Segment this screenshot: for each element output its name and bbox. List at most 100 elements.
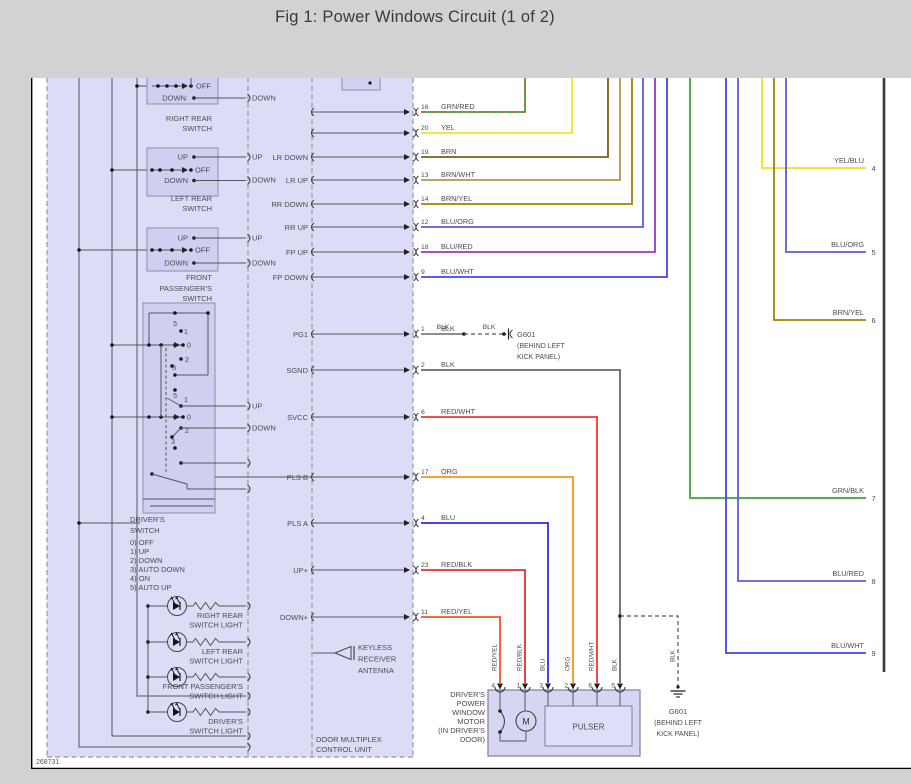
pin-name: RR DOWN xyxy=(271,200,308,209)
terminal-6: BRN/YEL 6 xyxy=(773,78,876,325)
wire-color-label: BLK xyxy=(437,324,450,331)
motor-pin-number: 1 xyxy=(516,683,520,690)
terminal-5: BLU/ORG 5 xyxy=(785,78,876,257)
terminal-number: 8 xyxy=(872,577,876,586)
switch-light-label: DRIVER'S xyxy=(208,717,243,726)
driver-switch-legend-item: 5) AUTO UP xyxy=(130,583,172,592)
pin-name: PLS A xyxy=(287,519,308,528)
wire-blu xyxy=(421,522,549,683)
figure-id: 268731 xyxy=(36,759,59,766)
switch-light-label: SWITCH LIGHT xyxy=(189,621,243,630)
driver-switch-legend-item: 1) UP xyxy=(130,547,149,556)
connector-pin-row: RR UP 12 BLU/ORG xyxy=(285,217,475,232)
motor-caption: DOOR) xyxy=(460,735,486,744)
wire-color-label: GRN/BLK xyxy=(832,486,864,495)
wire-blk xyxy=(421,369,679,686)
label: DOWN xyxy=(164,176,188,185)
motor-caption: POWER xyxy=(457,699,486,708)
ground-location: (BEHIND LEFT xyxy=(517,343,566,350)
connector-pin-row: DOWN+ 11 RED/YEL xyxy=(280,607,472,622)
terminal-8: BLU/RED 8 xyxy=(737,78,876,586)
label: DOWN xyxy=(164,259,188,268)
switch-light-label: LEFT REAR xyxy=(202,647,244,656)
driver-switch-legend-item: 0) OFF xyxy=(130,538,154,547)
stub-label: DOWN xyxy=(252,94,276,103)
wire-color-label: BLU/RED xyxy=(441,242,473,251)
switch-light-label: SWITCH LIGHT xyxy=(189,692,243,701)
wire-color-label: BLU/ORG xyxy=(831,240,864,249)
pin-name: PLS B xyxy=(287,473,308,482)
label: 2 xyxy=(185,357,189,364)
label: OFF xyxy=(195,246,210,255)
driver-switch-legend-item: 4) ON xyxy=(130,574,150,583)
wire-color-label: RED/YEL xyxy=(441,607,472,616)
label: UP xyxy=(178,153,188,162)
label: 0 xyxy=(187,415,191,422)
label: 3 xyxy=(171,439,175,446)
connector-pin-row: FP DOWN 9 BLU/WHT xyxy=(273,267,475,282)
wire-color-label: YEL xyxy=(441,123,455,132)
control-unit-name: DOOR MULTIPLEX xyxy=(316,735,382,744)
keyless-antenna: KEYLESS RECEIVER ANTENNA xyxy=(313,643,397,675)
wire-brn xyxy=(421,78,609,158)
terminal-number: 7 xyxy=(872,494,876,503)
pin-number: 23 xyxy=(421,562,429,569)
switch-caption: DRIVER'S xyxy=(130,515,165,524)
wire-color-label: BLU/RED xyxy=(832,569,864,578)
pin-number: 13 xyxy=(421,172,429,179)
wire-color-label: RED/BLK xyxy=(517,643,524,671)
motor-pin-number: 6 xyxy=(588,683,592,690)
pin-number: 17 xyxy=(421,469,429,476)
switch-caption: SWITCH xyxy=(182,294,212,303)
wire-color-label: BLU/WHT xyxy=(441,267,474,276)
motor-caption: WINDOW xyxy=(452,708,486,717)
label: 5 xyxy=(173,321,177,328)
antenna-label: ANTENNA xyxy=(358,666,394,675)
label: UP xyxy=(178,234,188,243)
antenna-label: RECEIVER xyxy=(358,655,397,664)
label: OFF xyxy=(195,166,210,175)
pin-name: UP+ xyxy=(293,566,308,575)
label: 3 xyxy=(172,365,176,372)
motor-symbol: M xyxy=(522,717,530,727)
stub-labels: DOWN UP DOWN UP DOWN UP DOWN xyxy=(252,94,276,433)
connector-pin-row: PG1 1 BLK xyxy=(293,324,455,339)
wire-color-label: ORG xyxy=(441,467,458,476)
right-terminals: YEL/BLU 4 BLU/ORG 5 BRN/YEL 6 GRN/BLK 7 BLU/RED 8… xyxy=(689,78,886,672)
pin-name: RR UP xyxy=(285,223,308,232)
pin-name: LR DOWN xyxy=(273,153,308,162)
pin-name: FP DOWN xyxy=(273,273,308,282)
figure-title: Fig 1: Power Windows Circuit (1 of 2) xyxy=(275,8,555,26)
label: 1 xyxy=(184,329,188,336)
internal-buses xyxy=(77,78,251,752)
stub-label: DOWN xyxy=(252,176,276,185)
ground-name: G601 xyxy=(517,330,535,339)
connector-pin-row: PLS A 4 BLU xyxy=(287,513,455,528)
pin-number: 12 xyxy=(421,219,429,226)
wire-org xyxy=(421,476,574,683)
figure-id: 268731 xyxy=(36,759,59,766)
connector-pin-row: LR UP 13 BRN/WHT xyxy=(286,170,476,185)
switch-caption: SWITCH xyxy=(130,526,160,535)
wire-color-label: BRN/YEL xyxy=(833,308,864,317)
stub-label: UP xyxy=(252,234,262,243)
pin-number: 6 xyxy=(421,409,425,416)
pin-number: 2 xyxy=(421,362,425,369)
pulser-label: PULSER xyxy=(572,723,604,732)
label: OFF xyxy=(196,82,211,91)
wire-red-wht xyxy=(421,416,598,683)
wire-color-label: RED/WHT xyxy=(589,641,596,671)
motor-pin-number: 2 xyxy=(564,683,568,690)
figure-title-bar: Fig 1: Power Windows Circuit (1 of 2) xyxy=(0,8,830,27)
pin-name: DOWN+ xyxy=(280,613,309,622)
connector-pin-row: RR DOWN 14 BRN/YEL xyxy=(271,194,472,209)
wire-color-label: BRN xyxy=(441,147,456,156)
wire-brn-yel xyxy=(421,78,633,205)
wire-color-label: BLK xyxy=(612,658,619,671)
pin-name: LR UP xyxy=(286,176,308,185)
